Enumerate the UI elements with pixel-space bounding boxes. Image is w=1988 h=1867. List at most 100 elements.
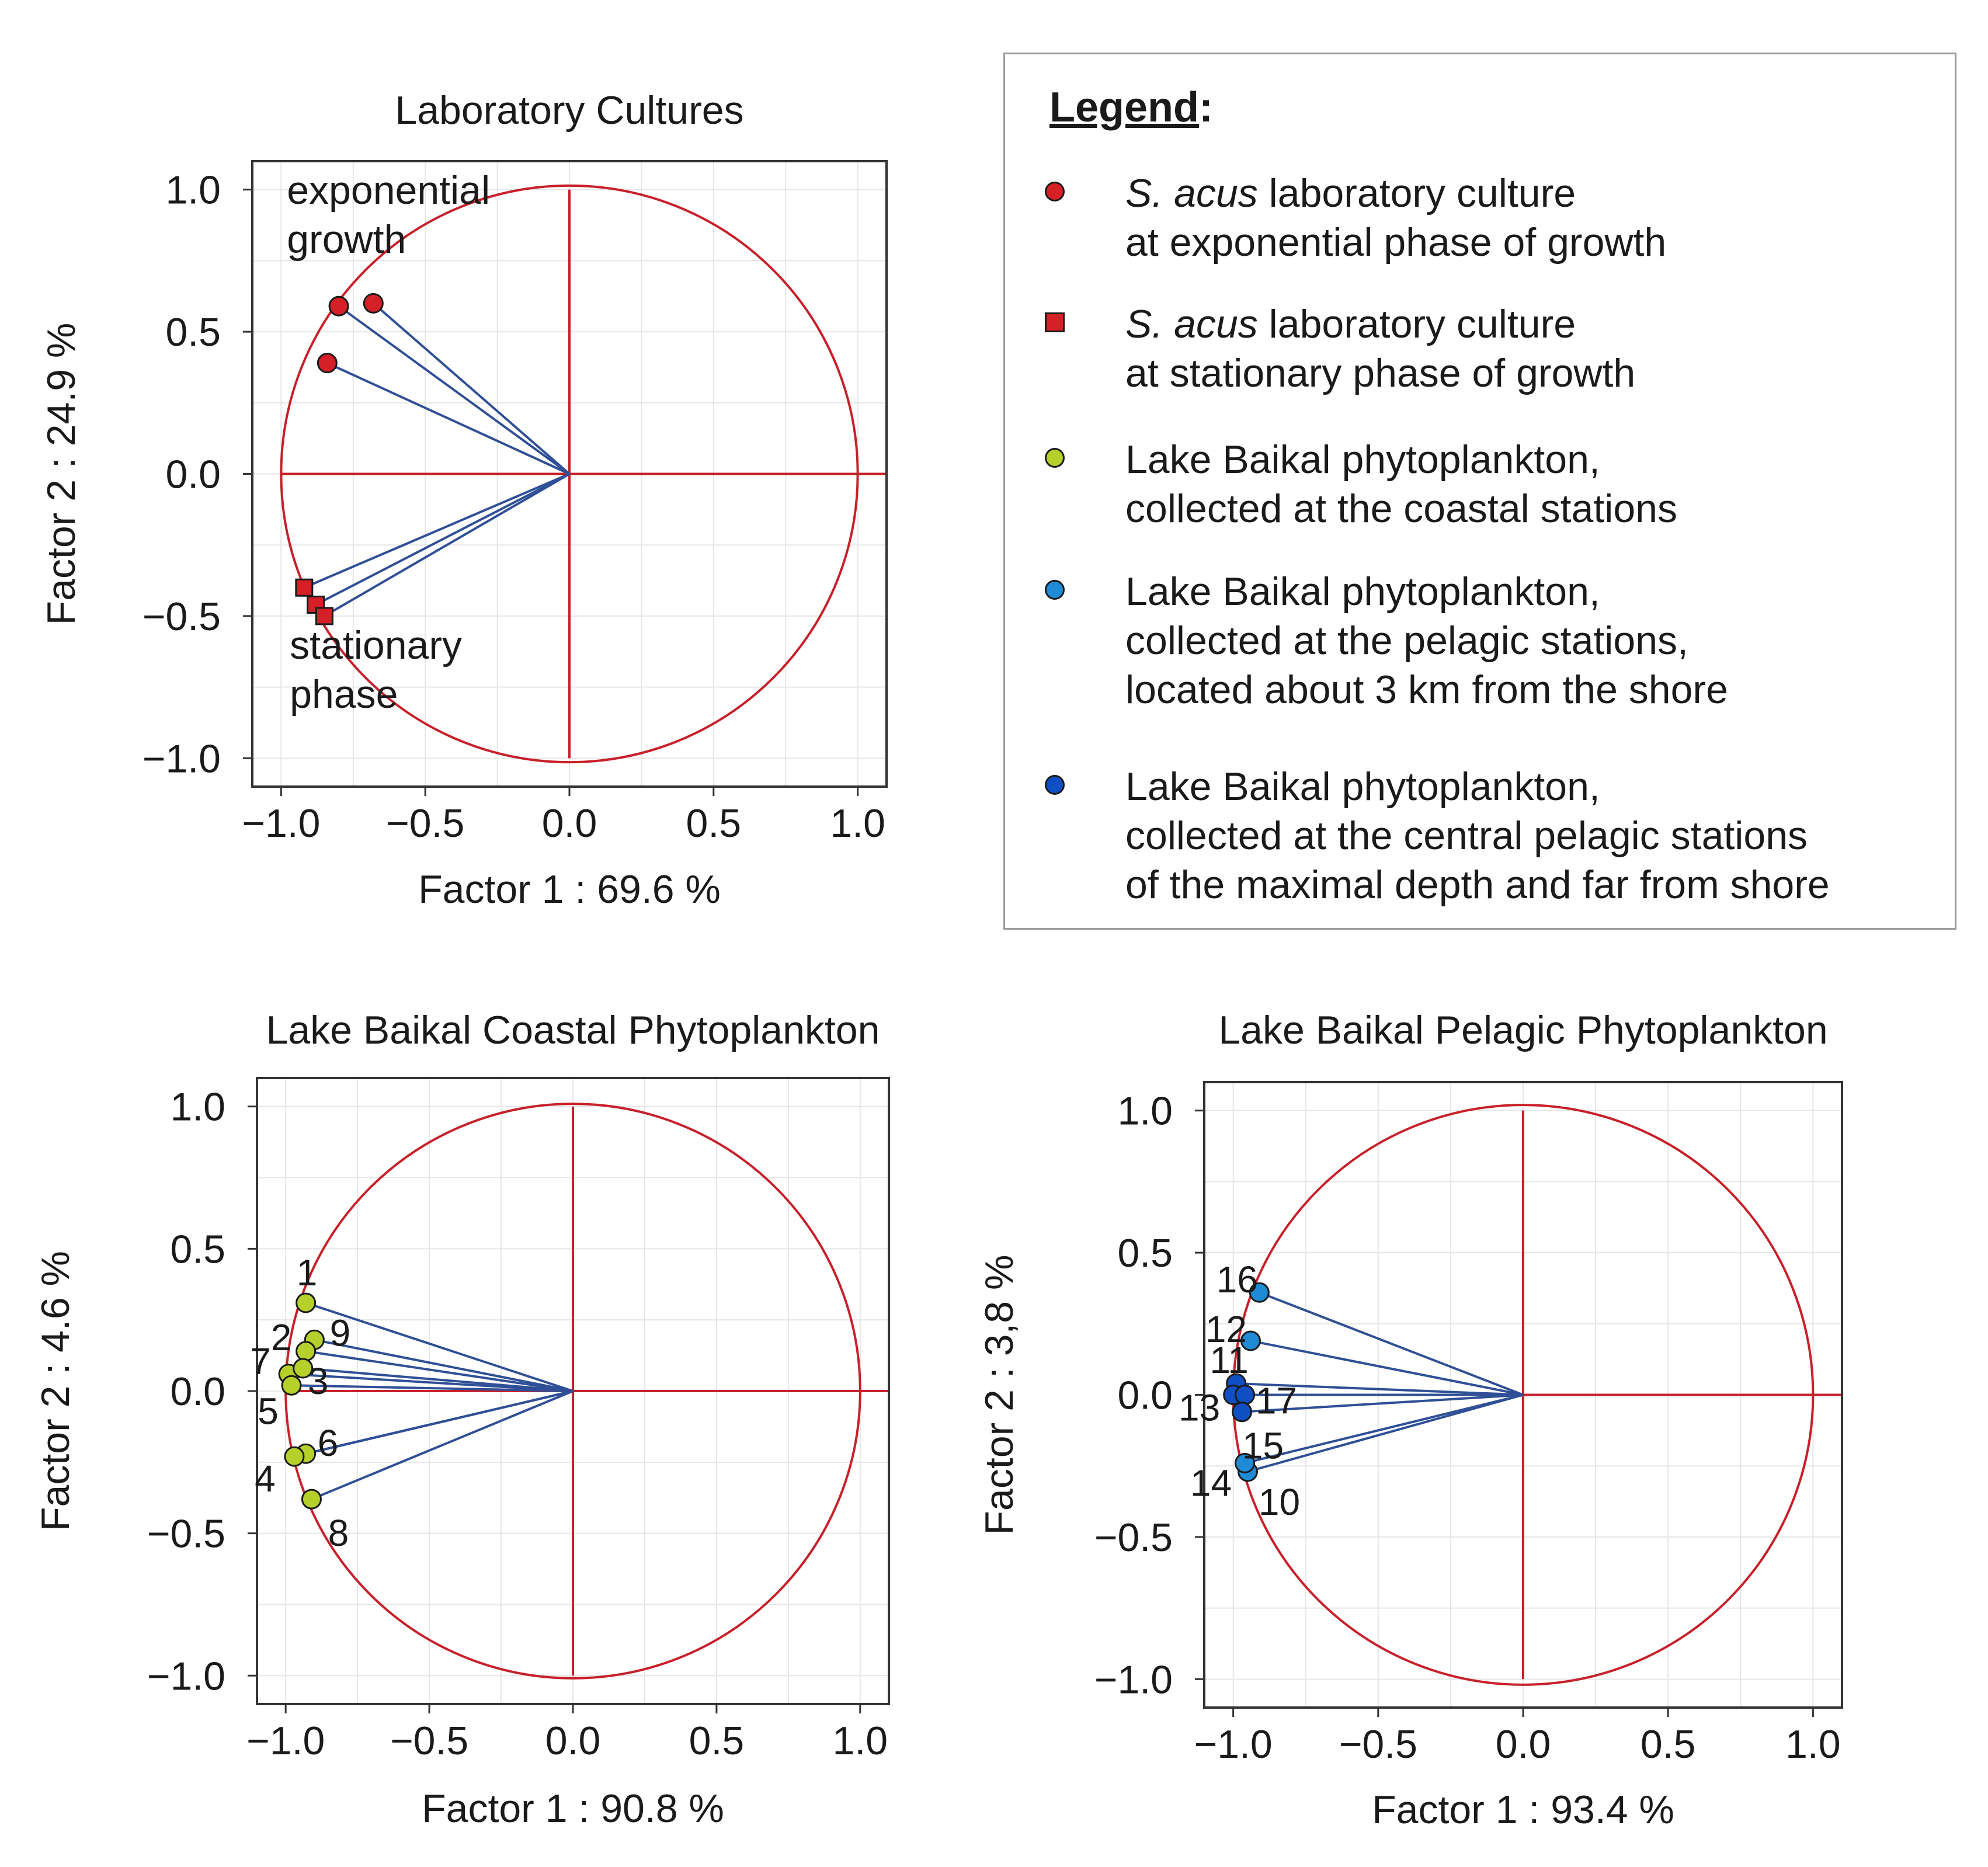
x-tick-label: −1.0 bbox=[242, 801, 320, 846]
data-point-square bbox=[315, 607, 333, 625]
y-axis-label: Factor 2 : 4.6 % bbox=[33, 1251, 78, 1531]
y-tick-label: −1.0 bbox=[1094, 1657, 1173, 1702]
chart-title: Lake Baikal Coastal Phytoplankton bbox=[266, 1008, 880, 1052]
data-point-label: 5 bbox=[258, 1390, 279, 1432]
x-tick-label: 0.0 bbox=[1496, 1722, 1551, 1767]
loading-vector bbox=[1236, 1382, 1524, 1396]
loading-vector bbox=[315, 472, 570, 606]
x-axis-label: Factor 1 : 93.4 % bbox=[1372, 1788, 1674, 1832]
data-point bbox=[363, 293, 384, 314]
legend-text: Lake Baikal phytoplankton, collected at t… bbox=[1125, 437, 1677, 531]
data-point-label: 8 bbox=[328, 1512, 349, 1554]
legend-text: S. acus laboratory culture at stationary … bbox=[1125, 302, 1636, 395]
chart-pelagic: −1.0 −0.5 0.0 0.5 1.0 1.0 0.5 0.0 −0.5 −1.0 Lake B… bbox=[977, 1008, 1843, 1832]
loading-vector bbox=[304, 472, 570, 589]
legend-text: Lake Baikal phytoplankton, collected at t… bbox=[1125, 569, 1728, 712]
loading-vector bbox=[294, 1390, 574, 1458]
annotation-text: phase bbox=[290, 672, 398, 717]
data-point bbox=[301, 1489, 322, 1510]
data-point-label: 9 bbox=[330, 1312, 351, 1354]
species-name: S. acus bbox=[1125, 302, 1258, 346]
data-point-label: 2 bbox=[271, 1316, 292, 1358]
legend-text: S. acus laboratory culture at exponential… bbox=[1125, 171, 1667, 265]
loading-vector bbox=[324, 472, 571, 617]
data-point-label: 10 bbox=[1259, 1481, 1300, 1523]
x-tick-label: 0.5 bbox=[686, 801, 742, 846]
loading-vector bbox=[326, 361, 570, 475]
y-tick-label: 0.5 bbox=[165, 310, 221, 354]
loading-vector bbox=[291, 1384, 574, 1392]
data-point-label: 11 bbox=[1210, 1339, 1248, 1381]
y-axis-label: Factor 2 : 3,8 % bbox=[977, 1255, 1021, 1535]
legend-marker bbox=[1045, 448, 1065, 468]
y-tick-label: 1.0 bbox=[165, 168, 221, 213]
loading-vector bbox=[338, 305, 571, 475]
data-point bbox=[328, 295, 349, 317]
loading-vector bbox=[1247, 1393, 1524, 1473]
legend-marker bbox=[1045, 775, 1065, 795]
y-axis-label: Factor 2 : 24.9 % bbox=[39, 323, 84, 625]
x-tick-label: −0.5 bbox=[386, 801, 464, 846]
data-point bbox=[317, 353, 338, 374]
x-tick-label: −1.0 bbox=[1194, 1722, 1273, 1767]
loading-vector bbox=[1259, 1291, 1524, 1396]
x-axis-label: Factor 1 : 90.8 % bbox=[422, 1786, 724, 1831]
chart-lab: −1.0 −0.5 0.0 0.5 1.0 1.0 0.5 0.0 −0.5 −1.0 Labora… bbox=[39, 88, 888, 912]
species-name: S. acus bbox=[1125, 171, 1258, 215]
legend-title: Legend: bbox=[1049, 84, 1213, 131]
x-tick-label: 1.0 bbox=[830, 801, 885, 846]
loading-vector bbox=[303, 1367, 574, 1392]
data-point bbox=[1234, 1385, 1255, 1405]
x-tick-label: 0.0 bbox=[542, 801, 597, 846]
annotation-text: exponential bbox=[287, 168, 490, 213]
data-point bbox=[284, 1446, 305, 1467]
y-tick-label: 0.0 bbox=[1117, 1374, 1173, 1418]
data-point-label: 14 bbox=[1190, 1462, 1232, 1504]
data-point-label: 6 bbox=[318, 1422, 339, 1464]
loading-vector bbox=[311, 1390, 574, 1501]
y-tick-label: −1.0 bbox=[143, 736, 221, 781]
annotation-text: growth bbox=[287, 217, 406, 262]
legend-text: Lake Baikal phytoplankton, collected at t… bbox=[1125, 764, 1830, 907]
y-tick-label: 0.5 bbox=[1117, 1231, 1173, 1275]
y-tick-label: −0.5 bbox=[1094, 1515, 1173, 1560]
y-tick-label: 1.0 bbox=[170, 1085, 225, 1129]
y-tick-label: 0.0 bbox=[170, 1369, 225, 1414]
loading-vector bbox=[305, 1302, 574, 1392]
loading-vector bbox=[314, 1338, 574, 1392]
x-tick-label: −0.5 bbox=[1339, 1722, 1417, 1767]
data-point bbox=[1232, 1402, 1253, 1423]
x-tick-label: 0.0 bbox=[545, 1719, 601, 1763]
data-point-label: 15 bbox=[1242, 1425, 1284, 1467]
data-point-label: 13 bbox=[1179, 1387, 1220, 1429]
data-point-square bbox=[295, 578, 314, 597]
data-point bbox=[296, 1292, 317, 1313]
data-point bbox=[281, 1375, 302, 1396]
data-point bbox=[296, 1341, 317, 1362]
y-tick-label: −0.5 bbox=[143, 594, 221, 639]
x-tick-label: −0.5 bbox=[390, 1719, 468, 1763]
loading-vector bbox=[1242, 1393, 1524, 1413]
data-point bbox=[1240, 1330, 1261, 1351]
loading-vector bbox=[1250, 1340, 1524, 1396]
y-tick-label: −1.0 bbox=[147, 1654, 225, 1698]
chart-coastal: −1.0 −0.5 0.0 0.5 1.0 1.0 0.5 0.0 −0.5 −1.0 Lake B… bbox=[33, 1008, 890, 1831]
legend-marker bbox=[1045, 312, 1065, 332]
data-point bbox=[293, 1358, 314, 1379]
loading-vector bbox=[305, 1350, 574, 1392]
x-tick-label: 1.0 bbox=[1785, 1722, 1841, 1767]
data-point-label: 17 bbox=[1256, 1380, 1297, 1422]
data-point bbox=[1249, 1282, 1270, 1303]
legend-marker bbox=[1045, 580, 1065, 600]
data-point-label: 12 bbox=[1205, 1308, 1247, 1350]
data-point-label: 4 bbox=[255, 1458, 276, 1500]
y-tick-label: 1.0 bbox=[1117, 1089, 1173, 1134]
x-tick-label: 0.5 bbox=[1641, 1722, 1696, 1767]
x-tick-label: 1.0 bbox=[833, 1719, 888, 1763]
legend-box: Legend: S. acus laboratory culture at exp… bbox=[1003, 53, 1956, 930]
data-point-label: 16 bbox=[1217, 1258, 1258, 1301]
data-point-label: 3 bbox=[308, 1360, 329, 1402]
x-axis-label: Factor 1 : 69.6 % bbox=[418, 867, 721, 912]
loading-vector bbox=[1245, 1393, 1524, 1465]
